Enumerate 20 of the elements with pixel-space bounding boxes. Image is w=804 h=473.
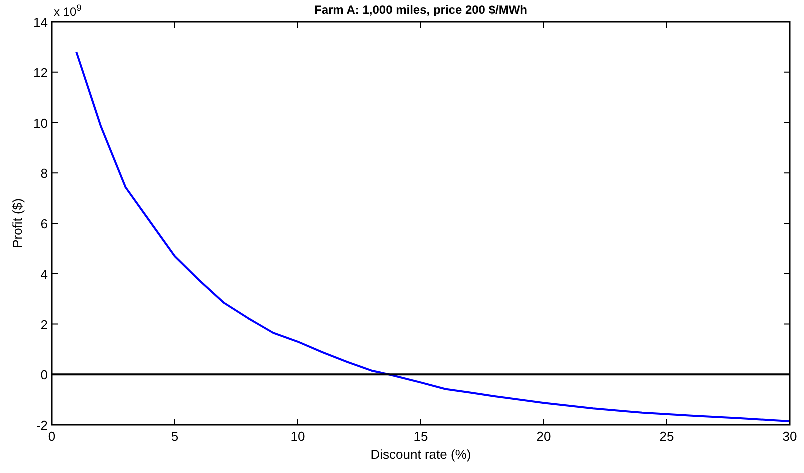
x-tick-label: 25 — [660, 429, 674, 444]
x-axis-title: Discount rate (%) — [370, 447, 472, 462]
text: x 10$^{9}$ — [54, 3, 82, 19]
x-tick-label: 30 — [782, 429, 798, 444]
y-tick-label: 14 — [34, 15, 48, 30]
y-tick-label: -2 — [36, 418, 48, 433]
chart-title: Farm A: 1,000 miles, price 200 $/MWh — [314, 3, 528, 17]
y-tick-label: 10 — [34, 116, 48, 131]
x-tick-label: 10 — [290, 429, 306, 444]
y-tick-label: 2 — [40, 317, 48, 332]
y-axis-title: Profit ($) — [10, 198, 25, 248]
x-tick-label: 5 — [171, 429, 179, 444]
x-tick-label: 15 — [414, 429, 428, 444]
y-tick-label: 8 — [40, 166, 48, 182]
y-tick-label: 12 — [34, 65, 48, 80]
y-tick-label: 6 — [40, 216, 48, 232]
x-tick-label: 20 — [536, 429, 552, 444]
y-tick-label: 0 — [40, 368, 48, 383]
y-tick-label: 4 — [40, 266, 48, 282]
line-series — [76, 51, 791, 422]
